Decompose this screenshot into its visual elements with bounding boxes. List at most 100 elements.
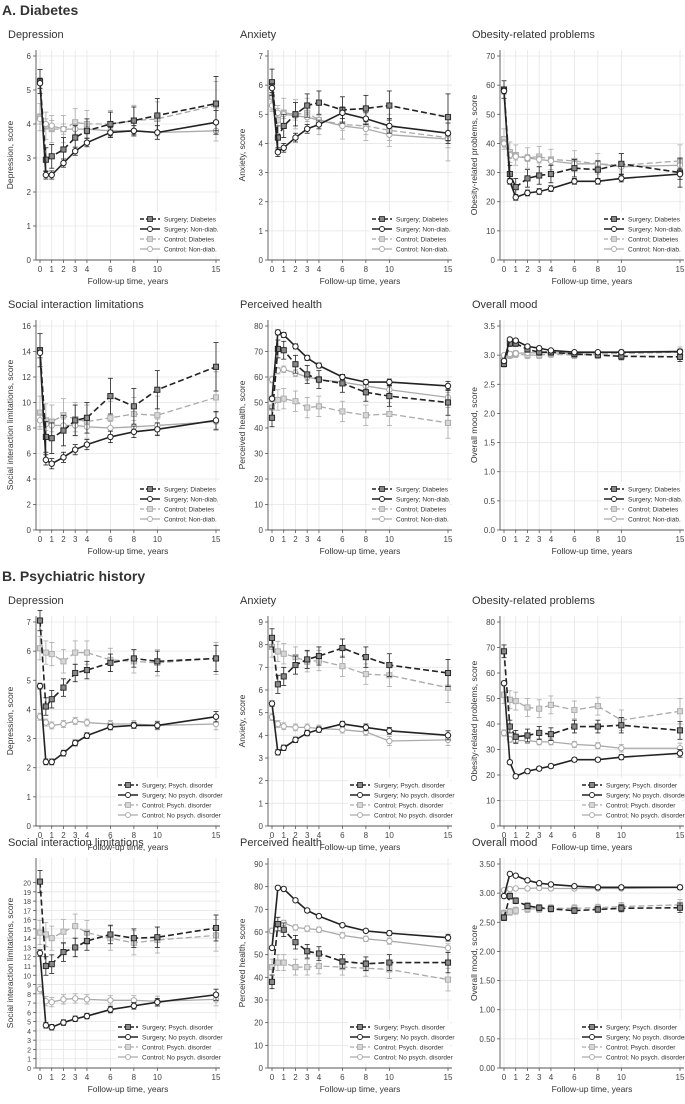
y-axis-label: Anxiety, score	[237, 128, 247, 181]
data-point	[571, 349, 578, 356]
x-tick-label: 3	[305, 1073, 310, 1082]
series-control-non-diab-	[268, 365, 452, 403]
data-point	[362, 412, 369, 419]
legend-item: Surgery; Psych. disorder	[118, 1024, 214, 1032]
data-point	[594, 884, 602, 891]
x-tick-label: 10	[385, 535, 394, 544]
x-tick-label: 6	[340, 265, 345, 274]
data-point	[280, 650, 287, 657]
x-tick-label: 4	[85, 1073, 90, 1082]
y-axis-label: Depression, score	[5, 686, 15, 755]
x-tick-label: 3	[537, 1073, 542, 1082]
data-point	[274, 134, 281, 141]
legend-item: Surgery; No psych. disorder	[350, 792, 455, 800]
data-point	[292, 361, 299, 368]
data-point	[130, 655, 137, 662]
y-tick-label: 0.0	[484, 526, 496, 535]
series-surgery-no-psych-disorder	[500, 870, 684, 900]
data-point	[571, 178, 578, 185]
legend-marker	[357, 782, 363, 788]
y-tick-label: 20	[254, 475, 263, 484]
y-tick-label: 50	[254, 399, 263, 408]
panel-a-perceived-health: Perceived health 0 10 20 30 40 50 60 70 80 0 1 2 3 4 6 8…	[232, 294, 460, 564]
data-point	[506, 908, 513, 915]
x-tick-label: 10	[153, 265, 162, 274]
data-point	[444, 419, 452, 426]
panel-b-obesity: Obesity-related problems 0 10 20 30 40 50 60 70 8…	[464, 590, 685, 860]
legend-label: Control; Psych. disorder	[374, 1045, 444, 1052]
x-tick-label: 2	[61, 265, 66, 274]
data-point	[362, 654, 369, 661]
data-point	[60, 928, 67, 935]
data-point	[36, 617, 44, 624]
data-point	[48, 722, 55, 729]
chart-title: Anxiety	[240, 29, 277, 41]
legend: Surgery; Psych. disorder Surgery; No psyc…	[116, 1020, 223, 1064]
x-tick-label: 4	[549, 1073, 554, 1082]
data-point	[280, 723, 287, 730]
series-line	[271, 82, 449, 141]
data-point	[386, 737, 393, 745]
y-tick-label: 0.00	[479, 1064, 495, 1073]
data-point	[536, 765, 543, 772]
data-point	[524, 189, 531, 197]
data-point	[571, 723, 578, 730]
legend-label: Surgery; No psych. disorder	[142, 1035, 223, 1042]
x-tick-label: 2	[293, 831, 298, 840]
y-tick-label: 30	[254, 996, 263, 1005]
chart-title: Perceived health	[240, 299, 322, 311]
x-tick-label: 10	[153, 535, 162, 544]
data-point	[571, 907, 578, 914]
y-tick-label: 80	[486, 618, 495, 627]
data-point	[506, 178, 514, 185]
y-tick-label: 1	[27, 1057, 31, 1064]
y-tick-label: 8	[259, 641, 264, 650]
legend-item: Surgery; No psych. disorder	[582, 1034, 685, 1042]
legend-label: Surgery; Non-diab.	[628, 497, 683, 504]
chart-title: Social interaction limitations	[8, 299, 144, 311]
legend-marker	[589, 812, 595, 818]
x-tick-label: 1	[282, 1073, 287, 1082]
data-point	[42, 1022, 50, 1029]
y-tick-label: 11	[24, 964, 31, 971]
panel-a-anxiety: Anxiety 0 1 2 3 4 5 6 7 0 1 2 3 4 6 8 10 15 Follow-up time…	[232, 24, 460, 294]
legend-marker	[147, 226, 153, 232]
data-point	[506, 759, 514, 766]
y-tick-label: 40	[254, 424, 263, 433]
series-surgery-diabetes	[36, 69, 220, 173]
legend-label: Surgery; Diabetes	[396, 217, 449, 224]
y-tick-label: 10	[254, 1041, 263, 1050]
data-point	[444, 669, 452, 677]
legend-label: Control; No psych. disorder	[606, 1055, 685, 1062]
data-point	[339, 109, 346, 117]
data-point	[339, 922, 346, 929]
data-point	[339, 380, 346, 387]
legend-marker	[147, 216, 153, 222]
data-point	[274, 329, 282, 336]
legend-marker	[147, 506, 153, 512]
y-tick-label: 3	[259, 754, 264, 763]
data-point	[48, 1024, 55, 1031]
y-tick-label: 19	[23, 890, 31, 897]
data-point	[280, 744, 287, 752]
data-point	[618, 884, 625, 891]
y-tick-label: 2.00	[479, 947, 495, 956]
legend-item: Surgery; Diabetes	[372, 216, 449, 224]
data-point	[268, 395, 276, 402]
x-tick-label: 15	[676, 265, 685, 274]
data-point	[386, 410, 393, 418]
legend-item: Control; Non-diab.	[140, 516, 217, 524]
data-point	[444, 399, 452, 406]
y-tick-label: 80	[254, 322, 263, 331]
data-point	[339, 726, 346, 733]
data-point	[339, 122, 346, 130]
data-point	[594, 756, 602, 763]
legend-item: Surgery; No psych. disorder	[582, 792, 685, 800]
legend-label: Control; Non-diab.	[396, 247, 449, 254]
x-tick-label: 0	[270, 265, 275, 274]
y-tick-label: 13	[23, 945, 31, 952]
x-tick-label: 8	[364, 535, 369, 544]
legend-item: Control; Diabetes	[604, 236, 679, 244]
y-tick-label: 1.5	[484, 439, 496, 448]
x-tick-label: 4	[317, 831, 322, 840]
